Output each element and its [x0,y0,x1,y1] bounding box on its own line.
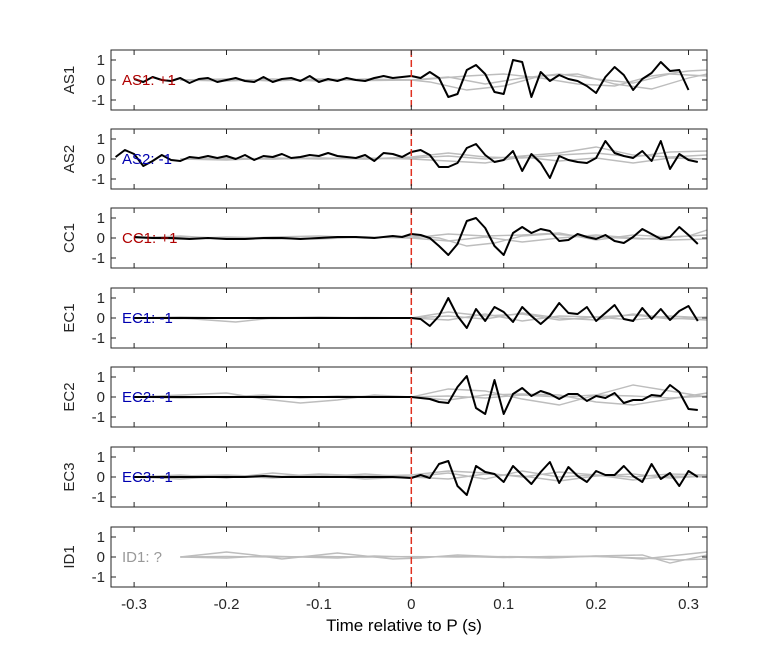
main-trace [134,217,699,256]
x-tick-label: -0.2 [214,596,240,613]
y-tick-label: 0 [97,389,105,406]
panel-polarity-label: EC3: -1 [122,469,173,486]
panel-ylabel: AS2 [61,145,78,173]
panel-cc1: 1 0 -1 CC1 CC1: +1 [61,207,708,269]
panel-ec1: 1 0 -1 EC1 EC1: -1 [61,287,708,349]
y-tick-label: 0 [97,549,105,566]
y-tick-label: 1 [97,529,105,546]
y-tick-label: -1 [92,409,105,426]
y-tick-label: -1 [92,489,105,506]
y-tick-label: -1 [92,92,105,109]
other-trace-3 [180,554,707,564]
y-tick-label: 0 [97,72,105,89]
y-tick-label: 1 [97,52,105,69]
panel-polarity-label: CC1: +1 [122,230,177,247]
y-tick-label: 1 [97,131,105,148]
x-tick-label: 0 [407,596,415,613]
main-trace [134,460,699,496]
main-trace [134,375,698,415]
panel-ec2: 1 0 -1 EC2 EC2: -1 [61,366,708,428]
y-tick-label: 1 [97,290,105,307]
panel-polarity-label: AS2: -1 [122,151,172,168]
y-tick-label: -1 [92,250,105,267]
other-trace-1 [134,311,707,323]
other-trace-3 [134,470,707,478]
y-tick-label: -1 [92,569,105,586]
other-trace-3 [180,146,707,160]
panel-ylabel: CC1 [61,223,78,253]
y-tick-label: -1 [92,171,105,188]
y-tick-label: 0 [97,151,105,168]
panel-ylabel: AS1 [61,66,78,94]
y-tick-label: 1 [97,369,105,386]
x-tick-label: 0.1 [493,596,514,613]
y-tick-label: -1 [92,330,105,347]
panel-id1: 1 0 -1 ID1 ID1: ? [61,526,708,588]
panel-polarity-label: AS1: +1 [122,72,176,89]
panel-polarity-label: ID1: ? [122,549,162,566]
x-tick-label: -0.1 [306,596,332,613]
y-tick-label: 1 [97,449,105,466]
panel-as1: 1 0 -1 AS1 AS1: +1 [61,49,708,111]
x-axis: -0.3 -0.2 -0.1 0 0.1 0.2 0.3 [121,596,699,613]
main-trace [134,297,699,329]
x-axis-label: Time relative to P (s) [326,616,482,635]
panels-group: 1 0 -1 AS1 AS1: +1 1 0 -1 AS2 AS2: -1 1 0 -1 CC1 CC1: … [61,49,708,588]
panel-polarity-label: EC1: -1 [122,310,173,327]
panel-as2: 1 0 -1 AS2 AS2: -1 [61,128,708,190]
x-tick-label: 0.2 [586,596,607,613]
panel-ylabel: EC2 [61,382,78,411]
panel-ec3: 1 0 -1 EC3 EC3: -1 [61,446,708,508]
panel-polarity-label: EC2: -1 [122,389,173,406]
y-tick-label: 0 [97,310,105,327]
panel-ylabel: EC3 [61,462,78,491]
panel-ylabel: ID1 [61,545,78,568]
main-trace [114,140,699,179]
x-tick-label: 0.3 [678,596,699,613]
y-tick-label: 0 [97,469,105,486]
panel-ylabel: EC1 [61,303,78,332]
x-tick-label: -0.3 [121,596,147,613]
y-tick-label: 0 [97,230,105,247]
y-tick-label: 1 [97,210,105,227]
